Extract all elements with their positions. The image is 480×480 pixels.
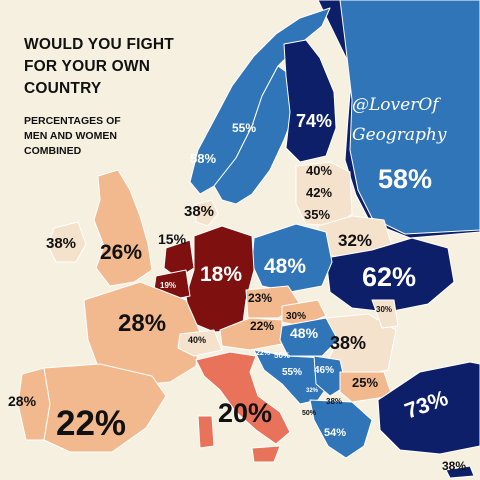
region-switzerland <box>177 329 223 357</box>
label-moldova: 30% <box>376 305 393 314</box>
label-montenegro: 32% <box>306 388 319 394</box>
label-spain: 22% <box>56 404 127 443</box>
label-estonia: 40% <box>306 163 333 178</box>
label-belarus: 32% <box>338 231 373 250</box>
region-france <box>83 281 201 387</box>
label-uk: 26% <box>100 241 143 264</box>
title-line: WOULD YOU FIGHT <box>24 36 174 53</box>
label-italy: 20% <box>218 398 273 428</box>
credit-line: Geography <box>352 125 447 145</box>
label-lithuania: 35% <box>304 207 331 222</box>
label-belgium: 19% <box>160 281 177 290</box>
chart-title: WOULD YOU FIGHT FOR YOUR OWN COUNTRY <box>24 34 174 100</box>
label-latvia: 42% <box>306 185 333 200</box>
label-sweden: 55% <box>232 121 257 135</box>
label-finland: 74% <box>296 111 333 131</box>
region-greece <box>309 399 373 459</box>
label-croatia: 50% <box>274 351 291 360</box>
subtitle-line: PERCENTAGES OF <box>24 115 121 127</box>
credit-line: @LoverOf <box>352 95 439 115</box>
label-norway: 58% <box>378 164 433 194</box>
label-ireland: 38% <box>46 235 77 252</box>
label-portugal: 28% <box>8 393 37 409</box>
label-germany: 18% <box>200 263 243 286</box>
region-finland <box>283 39 337 163</box>
region-cyprus <box>445 465 475 479</box>
label-serbia: 46% <box>314 365 335 376</box>
label-france: 28% <box>118 310 167 337</box>
label-cyprus: 38% <box>442 459 467 473</box>
region-moldova <box>371 299 399 329</box>
chart-subtitle: PERCENTAGES OF MEN AND WOMEN COMBINED <box>24 114 174 159</box>
region-denmark <box>195 199 219 227</box>
region-sicily <box>251 445 281 463</box>
label-hungary: 48% <box>290 325 319 341</box>
label-russia-label: 58% <box>190 151 217 166</box>
label-bulgaria: 25% <box>352 375 379 390</box>
title-line: FOR YOUR OWN <box>24 58 151 75</box>
label-slovakia: 30% <box>286 311 307 322</box>
label-slovenia: 22% <box>256 350 271 357</box>
region-spain <box>43 363 167 453</box>
region-ukraine <box>325 237 455 313</box>
title-line: COUNTRY <box>24 80 102 97</box>
region-italy <box>195 351 291 445</box>
label-ukraine: 62% <box>362 262 417 292</box>
region-ireland <box>47 221 87 263</box>
region-uk <box>93 169 153 287</box>
author-credit: @LoverOf Geography <box>352 90 472 150</box>
region-sardinia <box>197 415 215 449</box>
region-turkey <box>377 361 480 455</box>
label-greece: 54% <box>324 427 347 439</box>
label-poland: 48% <box>264 255 307 278</box>
region-russia-mid <box>339 0 480 235</box>
region-poland <box>251 223 333 293</box>
label-romania: 38% <box>330 333 367 353</box>
label-czechia: 23% <box>248 291 273 305</box>
label-albania: 50% <box>302 410 317 417</box>
region-serbia <box>313 355 347 397</box>
label-switzerland: 40% <box>188 335 207 345</box>
label-austria: 22% <box>250 319 275 333</box>
label-denmark: 38% <box>184 203 215 220</box>
label-macedonia: 38% <box>326 397 343 406</box>
region-bulgaria <box>339 371 393 403</box>
subtitle-line: COMBINED <box>24 145 82 157</box>
label-bosnia: 55% <box>282 367 303 378</box>
label-netherlands: 15% <box>158 231 187 247</box>
subtitle-line: MEN AND WOMEN <box>24 130 117 142</box>
